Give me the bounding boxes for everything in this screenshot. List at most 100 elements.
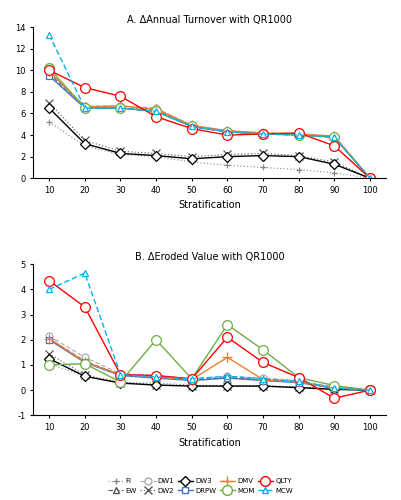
DRPW xyxy=(118,105,123,111)
MCW xyxy=(296,132,301,138)
DW1 xyxy=(189,122,194,128)
DMV xyxy=(47,68,52,74)
MCW xyxy=(83,105,87,111)
DMV xyxy=(118,372,123,378)
Line: DW1: DW1 xyxy=(46,332,373,394)
FI xyxy=(261,384,265,390)
DW3 xyxy=(118,150,123,156)
Line: DW3: DW3 xyxy=(46,355,373,394)
Line: DW2: DW2 xyxy=(45,350,374,395)
DW2 xyxy=(368,387,373,393)
MCW xyxy=(154,374,158,380)
DMV xyxy=(118,103,123,109)
DMV xyxy=(261,130,265,136)
DW2 xyxy=(225,152,230,158)
DMV xyxy=(368,387,373,393)
DRPW xyxy=(368,175,373,181)
DW2 xyxy=(296,384,301,390)
DW1 xyxy=(296,378,301,384)
QLTY xyxy=(47,278,52,283)
MOM xyxy=(225,322,230,328)
QLTY xyxy=(368,387,373,393)
EW xyxy=(189,124,194,130)
MCW xyxy=(261,131,265,137)
Line: MOM: MOM xyxy=(45,64,375,183)
MCW xyxy=(83,270,87,276)
MOM xyxy=(189,376,194,382)
QLTY xyxy=(47,68,52,73)
FI xyxy=(332,386,337,392)
DRPW xyxy=(189,124,194,130)
DW2 xyxy=(189,154,194,160)
DMV xyxy=(332,133,337,139)
Line: MOM: MOM xyxy=(45,320,375,395)
MOM xyxy=(118,379,123,385)
DRPW xyxy=(47,337,52,343)
DW2 xyxy=(368,175,373,181)
EW xyxy=(47,70,52,76)
DRPW xyxy=(296,131,301,137)
EW xyxy=(83,104,87,110)
FI xyxy=(225,382,230,388)
DW2 xyxy=(332,386,337,392)
FI xyxy=(296,166,301,172)
DW3 xyxy=(261,383,265,389)
Line: DW2: DW2 xyxy=(45,98,374,182)
DW2 xyxy=(225,382,230,388)
DW1 xyxy=(83,354,87,360)
DW1 xyxy=(261,130,265,136)
QLTY xyxy=(261,360,265,366)
MCW xyxy=(225,374,230,380)
DW3 xyxy=(296,154,301,160)
DW3 xyxy=(118,380,123,386)
DW2 xyxy=(47,100,52,105)
DMV xyxy=(261,376,265,382)
EW xyxy=(261,376,265,382)
MCW xyxy=(296,378,301,384)
DMV xyxy=(189,376,194,382)
DRPW xyxy=(47,72,52,78)
MOM xyxy=(154,108,158,114)
FI xyxy=(47,360,52,366)
FI xyxy=(368,387,373,393)
FI xyxy=(83,374,87,380)
EW xyxy=(296,132,301,138)
DMV xyxy=(154,106,158,112)
QLTY xyxy=(189,376,194,382)
Title: A. ΔAnnual Turnover with QR1000: A. ΔAnnual Turnover with QR1000 xyxy=(127,15,292,25)
QLTY xyxy=(332,143,337,149)
Line: QLTY: QLTY xyxy=(45,276,375,403)
QLTY xyxy=(296,374,301,380)
FI xyxy=(118,380,123,386)
EW xyxy=(154,374,158,380)
DRPW xyxy=(83,360,87,366)
DW1 xyxy=(47,333,52,339)
MOM xyxy=(225,129,230,135)
DRPW xyxy=(332,134,337,140)
DW2 xyxy=(118,148,123,154)
MOM xyxy=(83,360,87,366)
FI xyxy=(83,143,87,149)
MOM xyxy=(332,134,337,140)
FI xyxy=(368,175,373,181)
DRPW xyxy=(154,375,158,381)
DRPW xyxy=(368,387,373,393)
MCW xyxy=(368,175,373,181)
DW3 xyxy=(47,105,52,111)
QLTY xyxy=(118,93,123,99)
Line: MCW: MCW xyxy=(46,270,373,394)
QLTY xyxy=(261,131,265,137)
DMV xyxy=(47,336,52,342)
MCW xyxy=(261,376,265,382)
DW1 xyxy=(83,103,87,109)
DMV xyxy=(332,384,337,390)
DW2 xyxy=(332,159,337,165)
EW xyxy=(47,336,52,342)
DW3 xyxy=(368,175,373,181)
DW1 xyxy=(47,70,52,75)
X-axis label: Stratification: Stratification xyxy=(178,200,241,210)
MOM xyxy=(261,347,265,353)
EW xyxy=(296,379,301,385)
MOM xyxy=(296,132,301,138)
MCW xyxy=(189,376,194,382)
